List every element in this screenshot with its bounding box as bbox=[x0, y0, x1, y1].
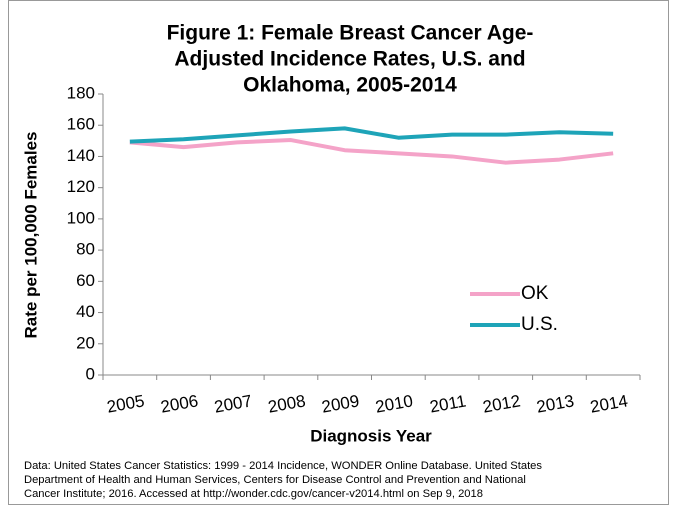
y-tick-label: 100 bbox=[67, 208, 95, 227]
line-series bbox=[129, 126, 614, 144]
line-series bbox=[129, 138, 614, 165]
y-tick-label: 180 bbox=[67, 83, 95, 102]
legend-label: OK bbox=[521, 283, 549, 304]
y-tick-label: 160 bbox=[67, 115, 95, 134]
source-note: Department of Health and Human Services,… bbox=[24, 474, 526, 486]
chart-title: Adjusted Incidence Rates, U.S. and bbox=[174, 48, 525, 71]
y-tick-label: 120 bbox=[67, 177, 95, 196]
source-note: Cancer Institute; 2016. Accessed at http… bbox=[24, 488, 483, 500]
y-tick-label: 80 bbox=[76, 240, 95, 259]
chart-title: Figure 1: Female Breast Cancer Age- bbox=[167, 22, 534, 45]
source-note: Data: United States Cancer Statistics: 1… bbox=[24, 460, 542, 472]
y-tick-label: 40 bbox=[76, 302, 95, 321]
y-tick-label: 60 bbox=[76, 271, 95, 290]
y-tick-label: 0 bbox=[86, 364, 95, 383]
y-tick-label: 140 bbox=[67, 146, 95, 165]
y-tick-label: 20 bbox=[76, 333, 95, 352]
x-axis-label: Diagnosis Year bbox=[310, 426, 432, 445]
y-axis-label: Rate per 100,000 Females bbox=[21, 132, 40, 339]
legend-label: U.S. bbox=[521, 314, 558, 335]
chart-border bbox=[8, 0, 669, 505]
chart-title: Oklahoma, 2005-2014 bbox=[243, 74, 457, 97]
